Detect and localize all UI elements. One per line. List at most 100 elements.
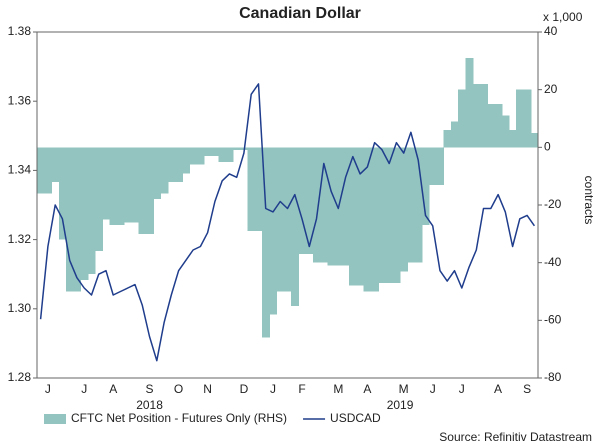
x-tick-label: S (523, 382, 531, 396)
legend-swatch (44, 414, 66, 424)
position-bar (44, 147, 53, 194)
position-bar (153, 147, 162, 200)
x-tick-label: A (494, 382, 502, 396)
position-bar (501, 115, 510, 148)
x-tick-label: M (399, 382, 409, 396)
position-bar (233, 147, 241, 151)
position-bar (407, 147, 416, 263)
position-bar (138, 147, 147, 234)
position-bar (276, 147, 285, 292)
price-line (39, 83, 536, 362)
position-bar (400, 147, 408, 272)
position-bar (51, 147, 60, 182)
position-bar (298, 147, 307, 255)
x-tick-label: D (240, 382, 249, 396)
y-tick-label: 1.34 (8, 163, 32, 177)
position-bar (204, 147, 212, 156)
position-bar (327, 147, 336, 266)
position-bar (458, 89, 466, 148)
x-tick-label: O (174, 382, 183, 396)
x-tick-label: F (298, 382, 305, 396)
position-bar (429, 147, 437, 185)
position-bar (109, 147, 118, 226)
position-bar (116, 147, 125, 226)
y2-tick-label: -40 (544, 255, 562, 269)
position-bar (479, 83, 488, 148)
position-bar (73, 147, 82, 292)
x-tick-label: J (459, 382, 465, 396)
position-bar (341, 147, 350, 266)
x-tick-label: M (333, 382, 343, 396)
position-bar (450, 121, 459, 148)
position-bar (516, 89, 525, 148)
position-bar (160, 147, 169, 194)
position-bar (254, 147, 263, 231)
y2-tick-label: -20 (544, 197, 562, 211)
x-tick-label: J (430, 382, 436, 396)
position-bar (465, 57, 474, 148)
position-bar (58, 147, 67, 240)
position-bar (530, 132, 539, 148)
position-bar (494, 104, 503, 148)
y-tick-label: 1.38 (8, 24, 32, 38)
y-tick-label: 1.28 (8, 370, 32, 384)
position-bar (392, 147, 401, 283)
position-bar (385, 147, 394, 283)
position-bar (472, 83, 481, 148)
position-bar (145, 147, 154, 234)
position-bar (523, 89, 532, 148)
legend-label: CFTC Net Position - Futures Only (RHS) (71, 411, 287, 425)
position-bar (211, 147, 220, 156)
year-label: 2018 (136, 398, 163, 412)
y2-axis-label: contracts (582, 176, 596, 225)
position-bar (371, 147, 379, 292)
x-tick-label: A (363, 382, 371, 396)
y2-unit-label: x 1,000 (543, 10, 583, 24)
year-label: 2019 (387, 398, 414, 412)
chart-title: Canadian Dollar (239, 5, 361, 22)
position-bar (262, 147, 270, 338)
position-bar (443, 130, 452, 148)
source-note: Source: Refinitiv Datastream (439, 430, 592, 444)
position-bar (225, 147, 234, 162)
y2-tick-label: 40 (544, 24, 558, 38)
x-tick-label: N (203, 382, 212, 396)
position-bar (312, 147, 321, 263)
position-bar (378, 147, 387, 283)
position-bar (189, 147, 198, 165)
position-bar (436, 147, 445, 185)
position-bar (131, 147, 140, 223)
position-bar (182, 147, 191, 174)
y-tick-label: 1.36 (8, 93, 32, 107)
position-bar (218, 147, 227, 162)
position-bar (305, 147, 314, 255)
position-bar (124, 147, 132, 223)
position-bar (269, 147, 278, 315)
x-tick-label: S (146, 382, 154, 396)
y2-tick-label: -80 (544, 370, 562, 384)
position-bar (508, 130, 517, 148)
x-tick-label: J (270, 382, 276, 396)
position-bar (167, 147, 176, 182)
position-bar (349, 147, 358, 286)
position-bar (320, 147, 329, 263)
y2-tick-label: 20 (544, 82, 558, 96)
position-bar (291, 147, 299, 306)
position-bar (80, 147, 89, 280)
position-bar (363, 147, 372, 292)
y2-tick-label: 0 (544, 140, 551, 154)
position-bar (247, 147, 256, 231)
position-bar (356, 147, 365, 286)
x-tick-label: A (109, 382, 117, 396)
position-bar (414, 147, 423, 263)
position-bar (95, 147, 103, 252)
position-bar (421, 147, 430, 226)
x-tick-label: J (45, 382, 51, 396)
position-bar (87, 147, 96, 275)
y-tick-label: 1.32 (8, 232, 32, 246)
y-tick-label: 1.30 (8, 301, 32, 315)
position-bar (283, 147, 292, 292)
position-bar (66, 147, 74, 292)
legend-label: USDCAD (330, 411, 381, 425)
